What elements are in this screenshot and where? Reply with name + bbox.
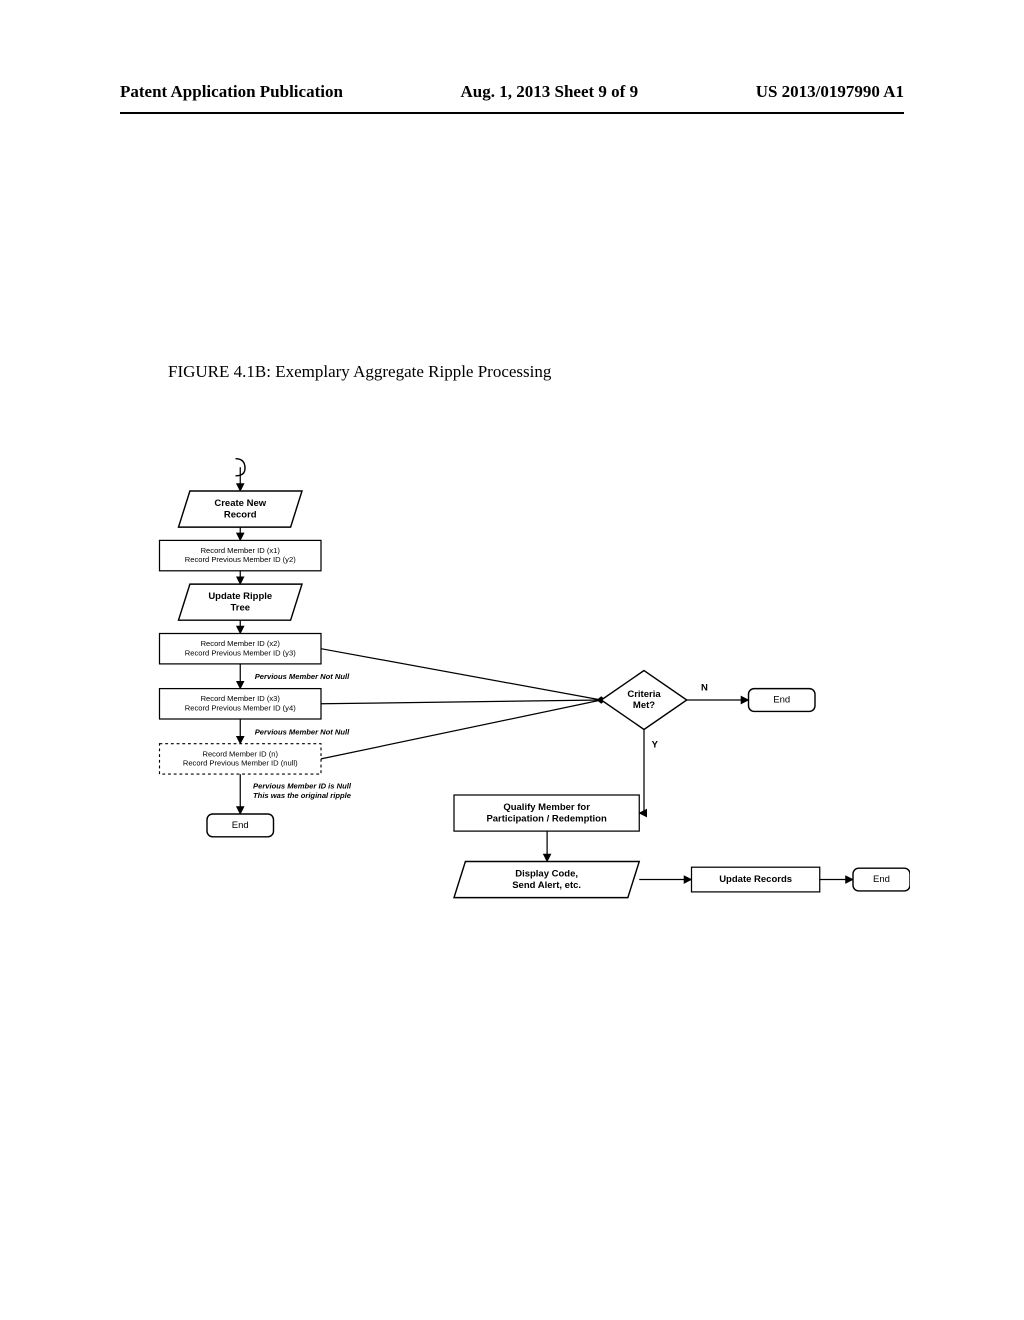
nodes-layer: Create NewRecordRecord Member ID (x1)Rec… [160,459,911,898]
svg-text:Record Previous Member ID (y3): Record Previous Member ID (y3) [185,648,296,657]
svg-text:N: N [701,683,708,694]
svg-text:Participation / Redemption: Participation / Redemption [486,813,607,824]
svg-text:Record Member ID (x1): Record Member ID (x1) [201,546,281,555]
svg-text:Update Ripple: Update Ripple [208,591,272,602]
header-mid: Aug. 1, 2013 Sheet 9 of 9 [461,82,639,112]
svg-text:Pervious Member Not Null: Pervious Member Not Null [255,672,350,681]
page-header: Patent Application Publication Aug. 1, 2… [120,82,904,114]
svg-text:Criteria: Criteria [627,689,661,700]
svg-text:Pervious Member ID is Null: Pervious Member ID is Null [253,782,352,791]
svg-text:Pervious Member Not Null: Pervious Member Not Null [255,727,350,736]
svg-text:Record Previous Member ID (y4): Record Previous Member ID (y4) [185,703,296,712]
header-right: US 2013/0197990 A1 [756,82,904,112]
svg-text:Create New: Create New [214,498,266,509]
header-left: Patent Application Publication [120,82,343,112]
svg-text:Record Member ID (x2): Record Member ID (x2) [201,639,281,648]
patent-page: Patent Application Publication Aug. 1, 2… [0,0,1024,1320]
svg-text:Record Member ID (n): Record Member ID (n) [202,749,278,758]
svg-text:Record Member ID (x3): Record Member ID (x3) [201,694,281,703]
svg-text:Update Records: Update Records [719,874,792,885]
svg-text:End: End [773,695,790,706]
svg-text:Qualify Member for: Qualify Member for [503,802,590,813]
svg-text:This was the original ripple: This was the original ripple [253,791,352,800]
svg-text:Display Code,: Display Code, [515,868,578,879]
svg-text:Record: Record [224,509,257,520]
svg-text:Record Previous Member ID (nul: Record Previous Member ID (null) [183,758,298,767]
svg-text:Tree: Tree [230,602,250,613]
svg-text:End: End [873,874,890,885]
svg-text:End: End [232,820,249,831]
flowchart-diagram: N Y Create NewRecord Record Member ID (x1)… [150,420,910,980]
svg-text:Y: Y [652,740,659,751]
svg-text:Send Alert, etc.: Send Alert, etc. [512,880,581,891]
svg-text:Record Previous Member ID (y2): Record Previous Member ID (y2) [185,555,296,564]
svg-text:Met?: Met? [633,700,655,711]
figure-title: FIGURE 4.1B: Exemplary Aggregate Ripple … [168,362,551,382]
